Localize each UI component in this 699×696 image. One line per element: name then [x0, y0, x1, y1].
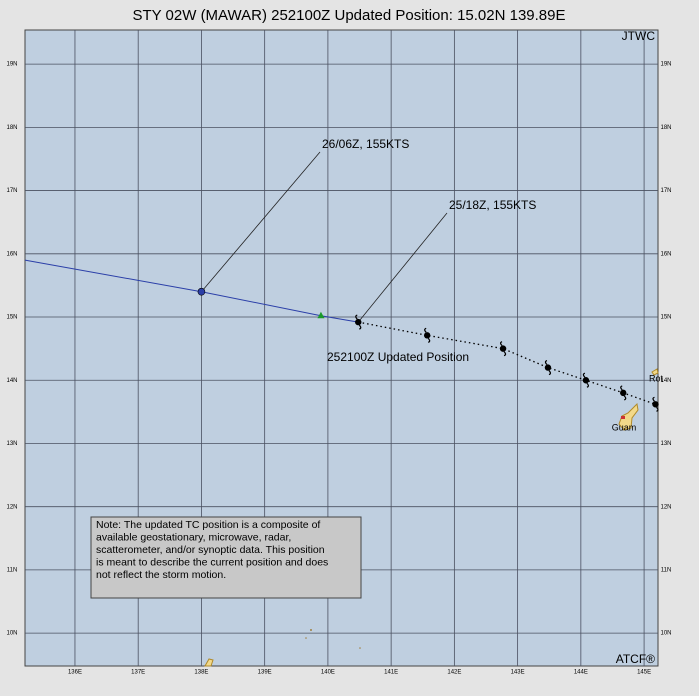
rota-island — [651, 368, 659, 376]
lat-tick-label: 13N — [6, 441, 17, 447]
lat-tick-label: 11N — [7, 567, 18, 573]
note-line: not reflect the storm motion. — [96, 569, 226, 581]
storm-eye — [582, 377, 590, 384]
lat-tick-label: 14N — [660, 378, 671, 384]
storm-eye — [499, 345, 507, 352]
lat-tick-label: 12N — [660, 504, 671, 510]
annotation: 26/06Z, 155KTS — [322, 137, 409, 151]
lon-tick-label: 141E — [384, 670, 398, 676]
guam-marker — [621, 416, 625, 419]
updated-position-marker — [317, 311, 325, 319]
lat-tick-label: 17N — [660, 188, 671, 194]
graticule: 136E 137E 138E 139E 140E 141E 142E 143E 144E 145E… — [6, 30, 672, 676]
lon-tick-label: 139E — [258, 670, 272, 676]
island — [204, 658, 214, 667]
forecast-point — [197, 287, 206, 296]
guam-island — [618, 402, 639, 431]
lat-tick-label: 19N — [6, 62, 17, 68]
note-text: Note: The updated TC position is a compo… — [96, 519, 328, 581]
storm-symbol — [544, 360, 552, 376]
storm-eye — [620, 389, 627, 397]
lat-tick-label: 10N — [6, 631, 17, 637]
lat-tick-label: 19N — [660, 62, 671, 68]
storm-eye — [423, 332, 431, 339]
place-label: Rot — [649, 373, 664, 383]
note-line: scatterometer, and/or synoptic data. Thi… — [96, 544, 325, 556]
storm-symbol — [620, 385, 627, 401]
lon-tick-label: 138E — [194, 670, 208, 676]
lon-tick-label: 140E — [321, 670, 335, 676]
annotation: 25/18Z, 155KTS — [449, 198, 536, 212]
lat-tick-label: 14N — [6, 378, 17, 384]
storm-arm — [499, 341, 507, 357]
map-title: STY 02W (MAWAR) 252100Z Updated Position… — [132, 7, 565, 24]
storm-arm — [424, 327, 431, 343]
lon-tick-label: 137E — [131, 670, 145, 676]
lon-tick-label: 145E — [637, 670, 651, 676]
lon-tick-label: 144E — [574, 670, 588, 676]
lon-tick-label: 143E — [511, 670, 525, 676]
lat-tick-label: 11N — [661, 567, 672, 573]
lat-tick-label: 12N — [6, 504, 17, 510]
leader-line — [357, 212, 448, 323]
note-line: available geostationary, microwave, rada… — [96, 531, 291, 543]
note-box — [90, 516, 362, 599]
storm-eye — [652, 401, 659, 408]
storm-arm — [355, 314, 362, 330]
lat-tick-label: 17N — [6, 188, 17, 194]
lat-tick-label: 16N — [660, 251, 671, 257]
note-line: Note: The updated TC position is a compo… — [96, 519, 320, 531]
islet — [305, 637, 307, 639]
storm-eye — [355, 318, 362, 326]
storm-symbol — [423, 327, 431, 343]
islet — [359, 647, 361, 649]
lon-tick-label: 136E — [68, 670, 82, 676]
storm-symbol — [355, 314, 362, 330]
storm-symbol — [499, 341, 507, 357]
lat-tick-label: 18N — [660, 125, 671, 131]
footer-label: ATCF® — [616, 652, 655, 666]
storm-arm — [620, 385, 627, 401]
storm-arm — [652, 396, 659, 412]
note-line: is meant to describe the current positio… — [96, 556, 328, 568]
lat-tick-label: 15N — [6, 315, 17, 321]
islet — [310, 629, 312, 631]
storm-eye — [544, 364, 552, 371]
lon-tick-label: 142E — [447, 670, 461, 676]
lat-tick-label: 10N — [660, 631, 671, 637]
lat-tick-label: 15N — [660, 315, 671, 321]
storm-arm — [582, 372, 590, 388]
agency-label: JTWC — [622, 29, 656, 43]
storm-symbol — [652, 396, 659, 412]
track-layer: 26/06Z, 155KTS 25/18Z, 155KTS 252100Z Upda… — [24, 137, 659, 412]
lat-tick-label: 18N — [6, 125, 17, 131]
forecast-track — [24, 259, 359, 323]
place-label: Guam — [612, 422, 637, 432]
storm-symbol — [582, 372, 590, 388]
annotation: 252100Z Updated Position — [327, 350, 469, 364]
lat-tick-label: 16N — [6, 251, 17, 257]
storm-arm — [544, 360, 552, 376]
lat-tick-label: 13N — [660, 441, 671, 447]
leader-line — [201, 151, 321, 292]
